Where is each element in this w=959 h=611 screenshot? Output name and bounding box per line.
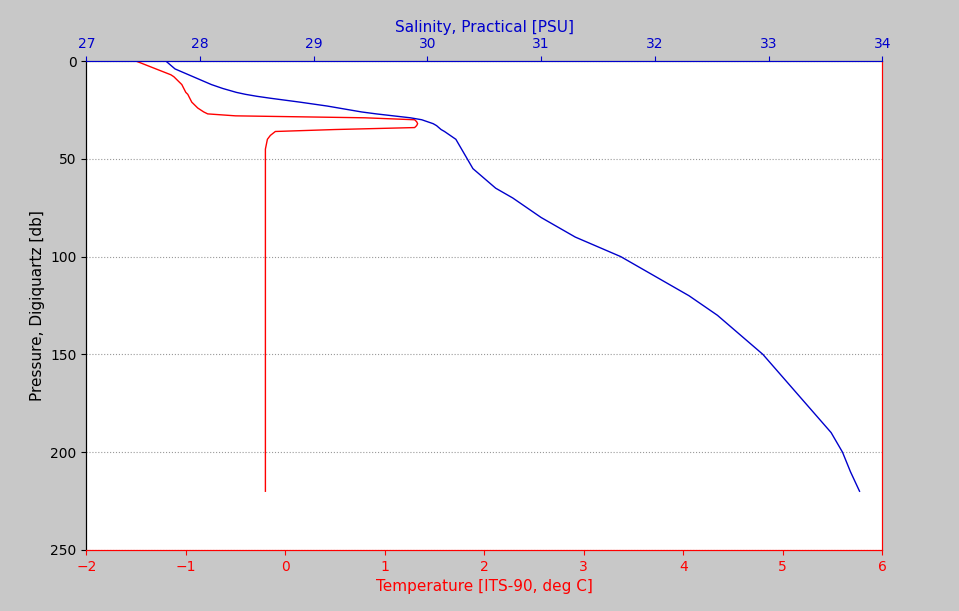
X-axis label: Temperature [ITS-90, deg C]: Temperature [ITS-90, deg C]	[376, 579, 593, 594]
X-axis label: Salinity, Practical [PSU]: Salinity, Practical [PSU]	[395, 20, 573, 35]
Y-axis label: Pressure, Digiquartz [db]: Pressure, Digiquartz [db]	[30, 210, 45, 401]
